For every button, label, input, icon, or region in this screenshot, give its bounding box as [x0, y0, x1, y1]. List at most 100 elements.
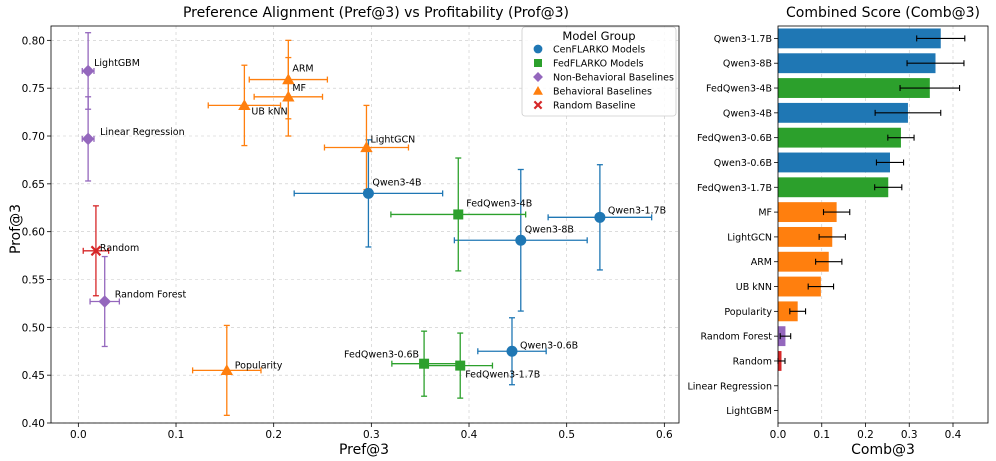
scatter-point-x-b [90, 245, 102, 257]
scatter-point-labels: Qwen3-1.7B Qwen3-8B Qwen3-4B Qwen3-0.6B FedQ… [94, 58, 666, 381]
scatter-point-label: Qwen3-8B [525, 224, 574, 235]
scatter-x-tick-label: 0.1 [168, 429, 185, 441]
legend-entry-label: Random Baseline [553, 101, 636, 112]
bar-category-labels: Qwen3-1.7B Qwen3-8B FedQwen3-4B Qwen3-4B Fed… [687, 34, 778, 417]
scatter-point-triangle [360, 141, 373, 153]
legend-entries: CenFLARKO Models FedFLARKO Models Non-Beha… [533, 45, 674, 112]
bar-x-axis-label: Comb@3 [851, 442, 915, 458]
bar [778, 28, 941, 49]
scatter-title: Preference Alignment (Pref@3) vs Profita… [183, 5, 569, 21]
scatter-point-label: LightGBM [94, 58, 140, 69]
legend-marker-diamond [533, 72, 543, 82]
bar [778, 226, 833, 247]
bar-rects [778, 28, 941, 371]
legend-entry-label: FedFLARKO Models [553, 59, 644, 70]
scatter-point-diamond [81, 132, 95, 146]
scatter-point-label: Qwen3-0.6B [520, 340, 578, 351]
legend-entry-label: Non-Behavioral Baselines [553, 73, 674, 84]
scatter-x-tick-label: 0.2 [265, 429, 282, 441]
scatter-point-label: Random Forest [115, 290, 187, 301]
scatter-y-tick-label: 0.60 [22, 227, 45, 239]
bar-x-tick-label: 0.0 [770, 429, 787, 441]
bar [778, 127, 901, 148]
bar-category-label: LightGCN [727, 232, 772, 243]
scatter-point-label: Qwen3-1.7B [608, 205, 666, 216]
bar-x-tick-label: 0.3 [901, 429, 918, 441]
bar [778, 102, 908, 123]
scatter-plot-frame [50, 25, 680, 424]
scatter-point-circle [515, 234, 527, 246]
scatter-point-square [455, 360, 466, 371]
scatter-chart: Qwen3-1.7B Qwen3-8B Qwen3-4B Qwen3-0.6B FedQ… [8, 5, 680, 458]
bar-chart: 0.0 0.1 0.2 0.3 0.4 Qwen3-1.7B Qwen3-8B FedQwe… [687, 5, 989, 458]
scatter-y-tick-label: 0.65 [22, 179, 45, 191]
scatter-point-circle [594, 211, 606, 223]
bar-category-label: FedQwen3-0.6B [697, 133, 772, 144]
scatter-point-circle [362, 187, 374, 199]
bar-category-label: Linear Regression [687, 381, 772, 392]
bar-x-ticks: 0.0 0.1 0.2 0.3 0.4 [770, 423, 962, 441]
scatter-point-label: Linear Regression [100, 127, 185, 138]
scatter-point-label: Qwen3-4B [372, 177, 421, 188]
scatter-y-axis-label: Prof@3 [8, 204, 24, 254]
scatter-point-square [453, 209, 464, 220]
bar [778, 276, 821, 297]
scatter-y-tick-label: 0.40 [22, 418, 45, 430]
scatter-x-tick-label: 0.0 [70, 429, 87, 441]
scatter-point-label: FedQwen3-1.7B [465, 370, 540, 381]
bar-category-label: Qwen3-0.6B [714, 158, 772, 169]
bar-category-label: LightGBM [726, 406, 772, 417]
scatter-x-tick-label: 0.4 [461, 429, 478, 441]
scatter-x-tick-label: 0.6 [656, 429, 673, 441]
scatter-y-tick-label: 0.80 [22, 35, 45, 47]
bar-category-label: Popularity [724, 307, 772, 318]
scatter-point-triangle [238, 99, 251, 111]
scatter-point-label: Random [100, 243, 139, 254]
bar-x-tick-label: 0.2 [857, 429, 874, 441]
bar [778, 78, 930, 98]
legend-entry-label: CenFLARKO Models [553, 45, 645, 56]
bar-category-label: Qwen3-4B [723, 108, 772, 119]
scatter-y-tick-label: 0.45 [22, 370, 45, 382]
scatter-point-label: FedQwen3-4B [466, 198, 532, 209]
scatter-point-diamond [98, 295, 111, 308]
scatter-x-tick-label: 0.5 [558, 429, 575, 441]
scatter-markers [81, 64, 606, 376]
scatter-point-x [90, 245, 102, 257]
scatter-x-axis-label: Pref@3 [339, 442, 389, 458]
bar [778, 152, 890, 173]
legend-marker-x [533, 100, 543, 110]
bar-title: Combined Score (Comb@3) [786, 5, 980, 21]
scatter-point-label: MF [292, 83, 306, 94]
scatter-y-tick-label: 0.75 [22, 83, 45, 95]
scatter-point-label: LightGCN [370, 134, 415, 145]
scatter-legend: Model Group CenFLARKO Models FedFLARKO Mo… [521, 26, 677, 117]
legend-marker-square [534, 59, 542, 67]
scatter-y-tick-label: 0.55 [22, 275, 45, 287]
scatter-y-tick-label: 0.50 [22, 322, 45, 334]
bar-category-label: Qwen3-8B [723, 59, 772, 70]
scatter-x-ticks: 0.0 0.1 0.2 0.3 0.4 0.5 0.6 [70, 423, 673, 441]
scatter-x-tick-label: 0.3 [363, 429, 380, 441]
bar [778, 202, 837, 223]
bar-category-label: Random Forest [700, 332, 772, 343]
legend-box [521, 26, 677, 117]
scatter-point-diamond [81, 64, 95, 78]
legend-marker-triangle [533, 86, 543, 95]
legend-title: Model Group [562, 29, 635, 43]
scatter-point-square [419, 358, 430, 369]
bar-plot-frame [777, 25, 989, 424]
bar-category-label: Random [733, 356, 772, 367]
legend-marker-circle [533, 44, 543, 54]
scatter-point-circle [506, 345, 518, 357]
scatter-point-label: FedQwen3-0.6B [344, 350, 419, 361]
legend-marker-x-b [533, 100, 543, 110]
legend-entry-label: Behavioral Baselines [553, 87, 652, 98]
scatter-point-label: UB kNN [251, 106, 287, 117]
bar [778, 301, 798, 322]
bar-category-label: FedQwen3-4B [706, 84, 772, 95]
bar [778, 251, 829, 272]
bar [778, 53, 936, 74]
bar-category-label: FedQwen3-1.7B [697, 183, 772, 194]
bar-x-tick-label: 0.4 [945, 429, 962, 441]
